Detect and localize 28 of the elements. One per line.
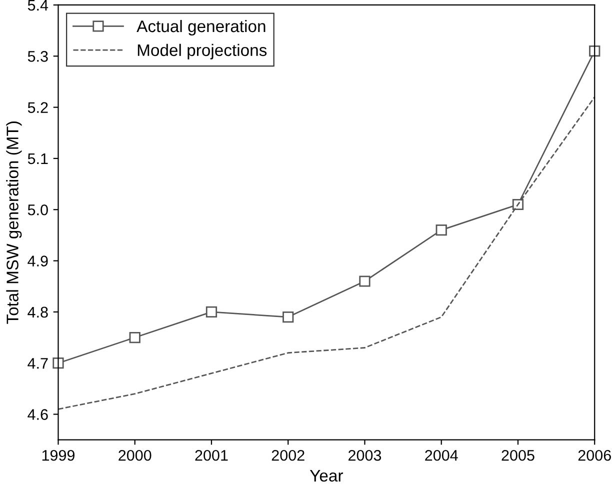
y-tick-label: 5.0 [28,204,48,216]
x-tick-label: 2002 [272,450,304,461]
x-tick-label: 2004 [425,450,458,461]
point [206,306,218,318]
point [52,358,64,369]
x-tick-label: 2000 [118,450,152,461]
y-tick-label: 5.1 [28,153,48,164]
y-tick-label: 4.9 [28,256,48,266]
y-tick-label: 5.4 [28,0,48,11]
x-tick-label: 1999 [42,450,75,461]
y-tick-label: 5.2 [28,102,48,113]
x-tick-label: 2006 [578,450,611,461]
point [282,312,294,323]
x-tick-label: 2001 [195,450,228,461]
x-tick-label: 2003 [348,450,382,461]
y-axis-title: Total MSW generation (MT) [6,122,22,324]
point [129,332,140,344]
x-axis-title: Year [310,470,343,482]
point [359,276,370,287]
x-tick-label: 2005 [502,450,534,461]
y-tick-label: 4.6 [28,409,48,420]
y-tick-label: 4.7 [28,358,48,369]
legend-label: Actual generation [136,20,266,36]
point [589,45,600,57]
point [436,224,447,236]
legend-label: Model projections [138,44,267,60]
y-tick-label: 5.3 [28,51,48,62]
y-tick-label: 4.8 [28,306,48,318]
